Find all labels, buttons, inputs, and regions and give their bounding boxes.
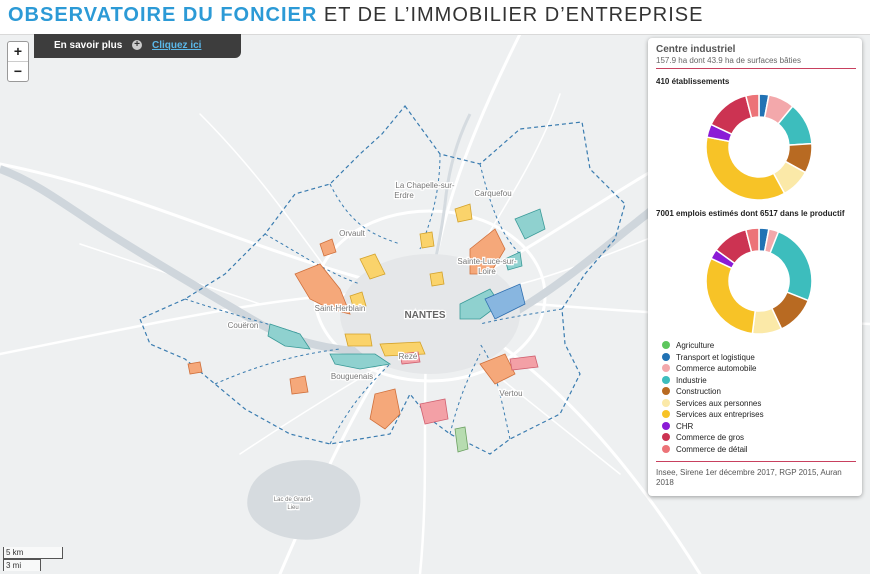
loire-river	[0, 165, 663, 357]
scale-imperial: 3 mi	[3, 559, 41, 571]
legend-item: Construction	[662, 386, 764, 398]
info-link[interactable]: Cliquez ici	[152, 40, 202, 51]
legend-label: Agriculture	[676, 341, 715, 350]
donut-emplois	[705, 227, 813, 335]
scale-metric: 5 km	[3, 547, 63, 559]
etablissements-label: 410 établissements	[656, 77, 730, 86]
source-note: Insee, Sirene 1er décembre 2017, RGP 201…	[656, 468, 842, 487]
legend-label: CHR	[676, 421, 694, 431]
scale-bar: 5 km 3 mi	[3, 547, 63, 571]
legend-swatch	[662, 410, 670, 418]
legend-label: Commerce de gros	[676, 433, 745, 442]
place-label: Bouguenais	[331, 372, 373, 381]
legend-swatch	[662, 387, 670, 395]
map-canvas[interactable]: La Chapelle-sur- Erdre Carquefou Orvault…	[0, 34, 870, 574]
place-labels: La Chapelle-sur- Erdre Carquefou Orvault…	[226, 180, 523, 513]
legend-label: Commerce de détail	[676, 444, 748, 454]
legend-swatch	[662, 352, 670, 361]
plus-circle-icon[interactable]: +	[132, 40, 142, 50]
legend-item: Industrie	[662, 375, 764, 387]
legend-swatch	[662, 341, 670, 349]
lac-de-grand-lieu	[247, 460, 361, 540]
place-label: La Chapelle-sur-	[395, 181, 454, 190]
place-label: Orvault	[339, 229, 366, 238]
legend-swatch	[662, 421, 670, 430]
emplois-label: 7001 emplois estimés dont 6517 dans le p…	[656, 209, 845, 218]
legend-swatch	[662, 375, 670, 384]
zoom-control: + −	[7, 41, 29, 82]
legend-item: Services aux entreprises	[662, 409, 764, 421]
divider	[656, 68, 856, 69]
place-label: Sainte-Luce-sur-	[457, 257, 516, 266]
place-label: NANTES	[404, 310, 445, 321]
divider	[656, 461, 856, 462]
place-label: Erdre	[394, 191, 414, 200]
legend-swatch	[662, 433, 670, 441]
legend-label: Construction	[676, 387, 721, 396]
donut-slice	[769, 230, 813, 302]
info-bar: En savoir plus + Cliquez ici	[34, 34, 241, 58]
place-label: Lac de Grand-	[274, 497, 312, 503]
legend-item: Commerce de détail	[662, 444, 764, 456]
info-label: En savoir plus	[54, 40, 123, 51]
legend-item: Agriculture	[662, 340, 764, 352]
legend-swatch	[662, 398, 670, 407]
donut-etablissements	[705, 93, 813, 201]
title-highlight: OBSERVATOIRE DU FONCIER	[8, 4, 318, 26]
panel-title: Centre industriel	[656, 44, 736, 55]
legend-label: Services aux personnes	[676, 398, 762, 408]
app-header: OBSERVATOIRE DU FONCIER ET DE L’IMMOBILI…	[0, 0, 870, 35]
place-label: Lieu	[287, 505, 298, 511]
place-label: Loire	[478, 267, 496, 276]
legend-label: Services aux entreprises	[676, 410, 764, 419]
donut-slice	[705, 257, 757, 335]
business-zones[interactable]	[187, 203, 546, 453]
page-title: OBSERVATOIRE DU FONCIER ET DE L’IMMOBILI…	[8, 4, 703, 27]
legend-label: Commerce automobile	[676, 364, 757, 373]
zoom-out-button[interactable]: −	[13, 63, 23, 79]
legend-item: Commerce de gros	[662, 432, 764, 444]
legend-label: Transport et logistique	[676, 352, 755, 362]
donut-slice	[744, 93, 760, 119]
title-rest: ET DE L’IMMOBILIER D’ENTREPRISE	[317, 4, 704, 26]
donut-slice	[744, 227, 760, 253]
place-label: Saint-Herblain	[315, 304, 366, 313]
place-label: Carquefou	[474, 189, 511, 198]
place-label: Couëron	[228, 321, 259, 330]
legend-item: Services aux personnes	[662, 398, 764, 410]
legend-swatch	[662, 364, 670, 372]
place-label: Vertou	[499, 389, 522, 398]
info-panel: Centre industriel 157.9 ha dont 43.9 ha …	[648, 38, 862, 496]
legend-item: Transport et logistique	[662, 352, 764, 364]
panel-subtitle: 157.9 ha dont 43.9 ha de surfaces bâties	[656, 56, 801, 65]
legend-item: CHR	[662, 421, 764, 433]
donut-slice	[705, 136, 786, 201]
zoom-in-button[interactable]: +	[8, 42, 28, 62]
legend: Agriculture Transport et logistique Commer…	[662, 340, 764, 455]
legend-label: Industrie	[676, 375, 707, 385]
legend-swatch	[662, 444, 670, 453]
legend-item: Commerce automobile	[662, 363, 764, 375]
place-label: Rezé	[399, 352, 418, 361]
